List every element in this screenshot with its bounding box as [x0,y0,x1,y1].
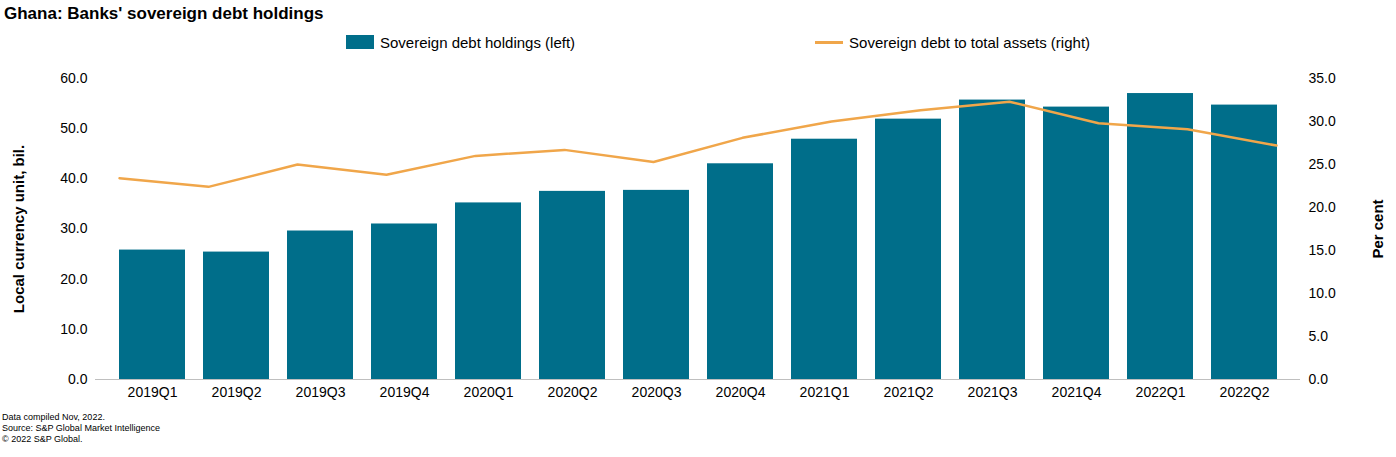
svg-text:10.0: 10.0 [1309,285,1336,301]
svg-text:2019Q1: 2019Q1 [128,384,178,400]
svg-text:2022Q2: 2022Q2 [1220,384,1270,400]
svg-text:2020Q4: 2020Q4 [716,384,766,400]
html-text:© 2022 S&P Global.: © 2022 S&P Global. [2,434,83,444]
svg-text:30.0: 30.0 [60,220,87,236]
svg-text:2022Q1: 2022Q1 [1136,384,1186,400]
html-text:Sovereign debt to total assets: Sovereign debt to total assets (right) [849,33,1090,51]
html-text:Source: S&P Global Market Inte: Source: S&P Global Market Intelligence [2,423,160,433]
svg-text:2020Q3: 2020Q3 [632,384,682,400]
svg-text:2021Q4: 2021Q4 [1052,384,1102,400]
svg-text:Per cent: Per cent [1369,199,1386,258]
svg-text:Local currency unit, bil.: Local currency unit, bil. [10,145,27,313]
html-text:Sovereign debt holdings (left): Sovereign debt holdings (left) [380,33,576,51]
svg-text:20.0: 20.0 [60,271,87,287]
svg-text:50.0: 50.0 [60,120,87,136]
svg-text:2020Q1: 2020Q1 [464,384,514,400]
svg-text:30.0: 30.0 [1309,113,1336,129]
svg-text:35.0: 35.0 [1309,70,1336,86]
svg-text:2020Q2: 2020Q2 [548,384,598,400]
html-text:Ghana: Banks' sovereign debt h: Ghana: Banks' sovereign debt holdings [4,4,324,23]
svg-text:2019Q2: 2019Q2 [212,384,262,400]
svg-text:2019Q3: 2019Q3 [296,384,346,400]
svg-text:2021Q3: 2021Q3 [968,384,1018,400]
svg-text:60.0: 60.0 [60,70,87,86]
svg-text:25.0: 25.0 [1309,156,1336,172]
svg-text:20.0: 20.0 [1309,199,1336,215]
svg-text:2021Q1: 2021Q1 [800,384,850,400]
svg-text:15.0: 15.0 [1309,242,1336,258]
svg-text:2021Q2: 2021Q2 [884,384,934,400]
svg-text:0.0: 0.0 [68,371,88,387]
svg-text:10.0: 10.0 [60,321,87,337]
svg-text:40.0: 40.0 [60,170,87,186]
svg-text:2019Q4: 2019Q4 [380,384,430,400]
html-text:Data compiled Nov, 2022.: Data compiled Nov, 2022. [2,412,105,422]
svg-text:0.0: 0.0 [1309,371,1329,387]
svg-text:5.0: 5.0 [1309,328,1329,344]
